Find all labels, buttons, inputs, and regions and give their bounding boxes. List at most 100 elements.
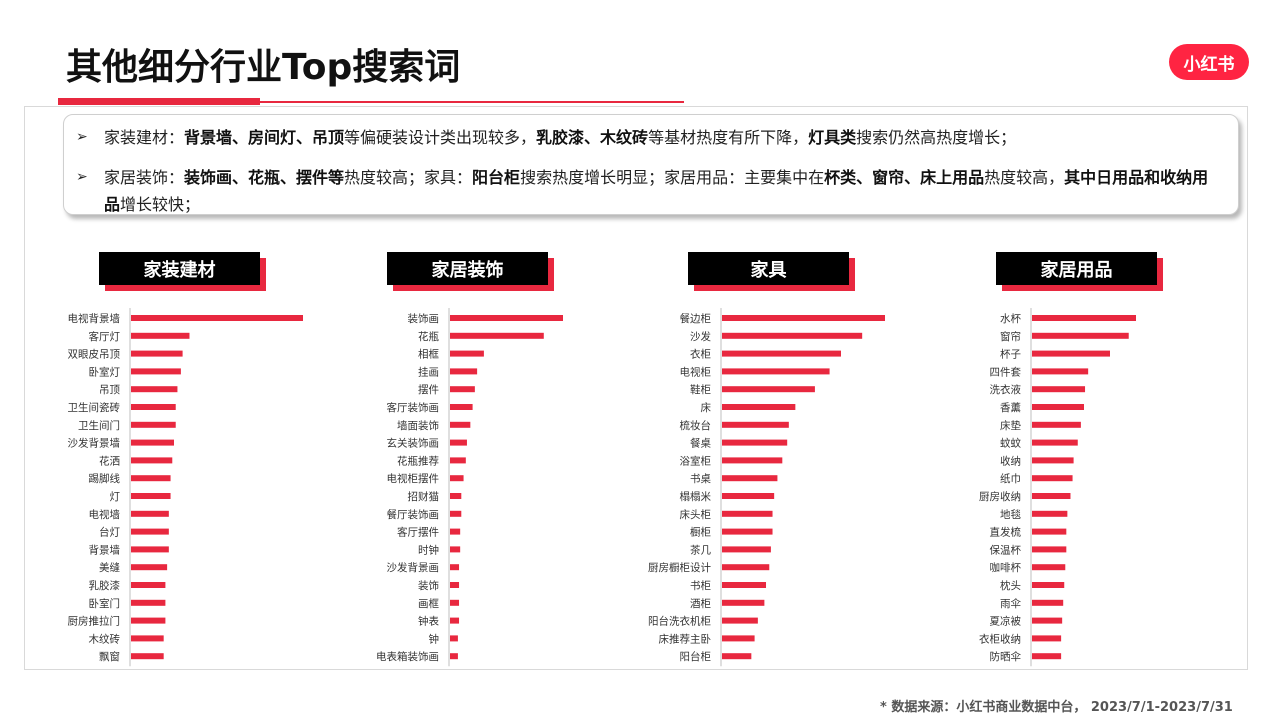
bar (722, 546, 771, 553)
category-label: 鞋柜 (690, 383, 711, 396)
bar (722, 493, 775, 499)
category-label: 灯 (110, 491, 121, 503)
bar (450, 528, 461, 535)
category-label: 画框 (418, 597, 439, 610)
bar (1032, 599, 1064, 606)
bullet-text-segment: 搜索仍然高热度增长； (856, 128, 1017, 147)
bullet-text-segment: 其中日用品和收纳用品 (104, 168, 1209, 214)
category-label: 书桌 (690, 472, 711, 485)
bar (450, 564, 460, 571)
summary-bullet-2: ➢ 家居装饰：装饰画、花瓶、摆件等热度较高；家具：阳台柜搜索热度增长明显；家居用… (76, 164, 1226, 218)
bar (450, 404, 473, 410)
category-label: 防晒伞 (990, 650, 1022, 663)
category-label: 榻榻米 (680, 490, 712, 503)
category-label: 纸巾 (1000, 472, 1021, 485)
category-label: 洗衣液 (990, 383, 1022, 396)
bullet-text-segment: 灯具类 (808, 128, 857, 147)
category-label: 酒柜 (690, 597, 711, 610)
bar (1032, 350, 1110, 357)
category-label: 水杯 (1000, 312, 1021, 325)
category-label: 背景墙 (89, 543, 121, 556)
chart-header-label: 家装建材 (99, 252, 260, 285)
category-label: 梳妆台 (680, 419, 712, 432)
bar (131, 315, 303, 321)
bar (1032, 368, 1089, 375)
category-label: 吊顶 (99, 384, 120, 396)
category-label: 床垫 (1000, 419, 1021, 432)
bullet-text-segment: 热度较高， (984, 168, 1065, 187)
category-label: 阳台洗衣机柜 (648, 615, 711, 628)
bar (450, 368, 478, 375)
bullet-text-segment: 搜索热度增长明显；家居用品：主要集中在 (520, 168, 825, 187)
bar (450, 315, 563, 321)
chart-header-label: 家具 (688, 252, 849, 285)
bar (1032, 582, 1065, 588)
chart-header-label: 家居用品 (996, 252, 1157, 285)
bar (722, 386, 815, 393)
category-label: 四件套 (990, 365, 1022, 378)
bullet-text-segment: 杯类、窗帘、床上用品 (824, 168, 985, 187)
category-label: 花瓶推荐 (397, 454, 439, 467)
bar (722, 404, 796, 410)
category-label: 客厅装饰画 (387, 401, 440, 414)
bar (1032, 421, 1081, 428)
category-label: 台灯 (99, 526, 120, 539)
bar (722, 599, 765, 606)
bar (131, 617, 166, 624)
bullet-text-segment: 增长较快； (120, 195, 201, 214)
bar (722, 635, 755, 642)
bar (722, 653, 752, 660)
bar (450, 457, 466, 464)
bar (131, 635, 164, 642)
bullet-text-segment: 等基材热度有所下降， (648, 128, 809, 147)
bar (450, 510, 462, 517)
category-label: 电视柜摆件 (387, 472, 440, 485)
content-frame (24, 106, 1248, 670)
bar (450, 332, 544, 339)
chart-header-label: 家居装饰 (387, 252, 548, 285)
category-label: 相框 (418, 348, 439, 361)
bar (1032, 439, 1078, 446)
category-label: 卫生间瓷砖 (68, 401, 121, 414)
category-label: 书柜 (690, 579, 711, 592)
bullet-text-segment: 热度较高；家具： (344, 168, 473, 187)
category-label: 双眼皮吊顶 (68, 348, 121, 361)
brand-logo: 小红书 (1169, 44, 1249, 80)
bar (1032, 386, 1086, 393)
category-label: 餐厅装饰画 (387, 508, 440, 521)
bar (450, 617, 460, 624)
title-underline (58, 101, 684, 103)
bar (1032, 546, 1067, 553)
bullet-arrow-icon: ➢ (76, 169, 88, 185)
bar (722, 315, 885, 321)
summary-bullet-text: 家装建材：背景墙、房间灯、吊顶等偏硬装设计类出现较多，乳胶漆、木纹砖等基材热度有… (104, 124, 1224, 151)
bar (1032, 332, 1129, 339)
category-label: 木纹砖 (89, 632, 121, 645)
category-label: 地毯 (1000, 508, 1021, 521)
bar (131, 386, 178, 393)
category-label: 墙面装饰 (397, 419, 439, 432)
category-label: 卧室门 (89, 597, 121, 610)
bar (131, 493, 171, 499)
category-label: 电视背景墙 (68, 312, 121, 325)
category-label: 浴室柜 (680, 454, 712, 467)
category-label: 香薰 (1000, 401, 1021, 414)
bar (131, 599, 166, 606)
bar (722, 332, 863, 339)
category-label: 床推荐主卧 (659, 632, 712, 645)
bar (722, 457, 783, 464)
bullet-text-segment: 阳台柜 (472, 168, 521, 187)
bar (722, 475, 778, 482)
summary-bullet-1: ➢ 家装建材：背景墙、房间灯、吊顶等偏硬装设计类出现较多，乳胶漆、木纹砖等基材热… (76, 124, 1226, 151)
bar (722, 368, 830, 375)
bar (131, 439, 174, 446)
bar (450, 582, 460, 588)
bar (131, 350, 183, 357)
bar (131, 653, 164, 660)
bar (131, 546, 169, 553)
category-label: 电视柜 (680, 365, 712, 378)
category-label: 玄关装饰画 (387, 437, 440, 450)
bar (722, 564, 770, 571)
bullet-text-segment: 等偏硬装设计类出现较多， (344, 128, 537, 147)
category-label: 橱柜 (690, 526, 711, 539)
